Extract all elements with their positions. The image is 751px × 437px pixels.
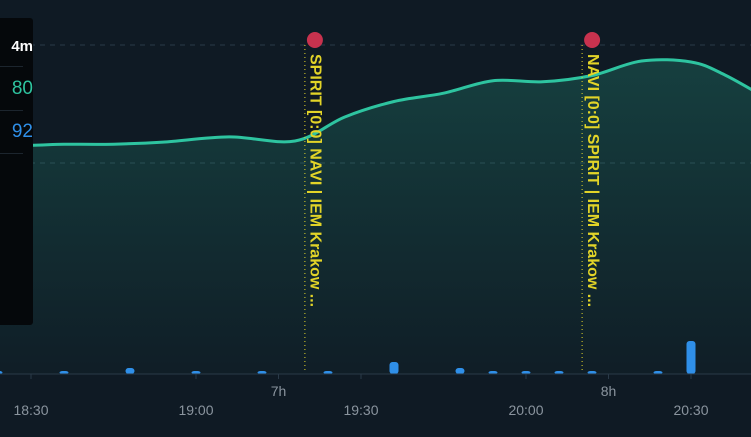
tooltip-value-bars: 92 xyxy=(11,121,33,142)
x-axis-ticks: 18:3019:007h19:3020:008h20:3021:009h21:3… xyxy=(13,374,709,418)
bar xyxy=(653,371,663,374)
volume-bars xyxy=(0,341,696,374)
x-tick-label: 20:30 xyxy=(673,402,708,418)
series-line xyxy=(0,58,751,147)
bar xyxy=(455,368,465,374)
x-tick-label: 19:00 xyxy=(178,402,213,418)
bar xyxy=(191,371,201,374)
x-tick-label: 7h xyxy=(271,383,287,399)
annotation-marker[interactable] xyxy=(306,32,323,48)
x-tick-label: 20:00 xyxy=(508,402,543,418)
annotation-label: SPIRIT [0:0] NAVI | IEM Krakow ... xyxy=(307,54,324,307)
tooltip-header: 4m xyxy=(11,38,33,55)
tooltip-value-line: 80 xyxy=(11,78,33,99)
x-tick-label: 19:30 xyxy=(343,402,378,418)
bar xyxy=(257,371,267,374)
tooltip-divider xyxy=(0,66,23,67)
bar xyxy=(389,362,399,374)
bar xyxy=(587,371,597,374)
tooltip-panel: 4m 80 92 xyxy=(0,18,33,325)
tooltip-divider xyxy=(0,153,23,154)
annotation-label: NAVI [0:0] SPIRIT | IEM Krakow ... xyxy=(584,54,601,307)
bar xyxy=(323,371,333,374)
event-annotations: SPIRIT [0:0] NAVI | IEM Krakow ... NAVI [… xyxy=(304,32,601,372)
series-area xyxy=(0,59,751,374)
bar xyxy=(521,371,531,374)
annotation-marker[interactable] xyxy=(584,32,601,48)
bar xyxy=(554,371,564,374)
bar xyxy=(0,371,3,374)
bar xyxy=(488,371,498,374)
bar xyxy=(125,368,135,374)
bar xyxy=(686,341,696,374)
x-tick-label: 18:30 xyxy=(13,402,48,418)
x-tick-label: 8h xyxy=(601,383,617,399)
tooltip-divider xyxy=(0,110,23,111)
bar xyxy=(59,371,69,374)
